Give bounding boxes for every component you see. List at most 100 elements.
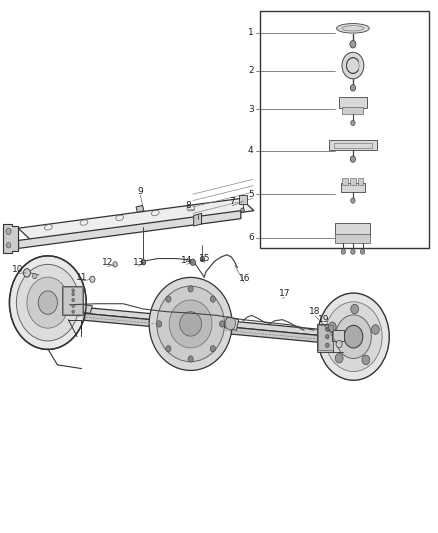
- Circle shape: [72, 298, 74, 302]
- Bar: [334, 143, 372, 148]
- Circle shape: [318, 293, 389, 380]
- Bar: [350, 178, 356, 184]
- Text: 7: 7: [229, 197, 235, 206]
- Text: 11: 11: [76, 273, 87, 281]
- Circle shape: [371, 325, 379, 334]
- Circle shape: [10, 256, 86, 350]
- Bar: [336, 223, 371, 235]
- Text: 12: 12: [102, 258, 113, 266]
- Text: 5: 5: [248, 190, 254, 199]
- Polygon shape: [317, 324, 333, 352]
- Bar: [341, 182, 365, 192]
- Polygon shape: [18, 211, 241, 248]
- Text: 14: 14: [180, 256, 192, 264]
- Text: 17: 17: [279, 288, 290, 297]
- Ellipse shape: [149, 277, 232, 370]
- Bar: [329, 140, 377, 150]
- Text: 3: 3: [248, 104, 254, 114]
- Circle shape: [188, 286, 193, 292]
- Circle shape: [225, 317, 236, 330]
- Circle shape: [166, 296, 171, 302]
- Bar: [239, 195, 247, 204]
- Circle shape: [325, 327, 329, 332]
- Circle shape: [200, 256, 205, 262]
- Circle shape: [336, 341, 342, 348]
- Bar: [332, 330, 344, 341]
- Circle shape: [351, 304, 359, 314]
- Bar: [62, 286, 83, 316]
- Circle shape: [325, 302, 382, 372]
- Circle shape: [350, 156, 356, 163]
- Circle shape: [344, 325, 363, 348]
- Circle shape: [210, 345, 215, 352]
- Text: 4: 4: [248, 146, 254, 155]
- Text: 19: 19: [318, 315, 329, 324]
- Circle shape: [90, 276, 95, 282]
- Polygon shape: [38, 309, 332, 344]
- Circle shape: [350, 85, 356, 91]
- Ellipse shape: [180, 312, 201, 336]
- Circle shape: [219, 321, 225, 327]
- Circle shape: [141, 260, 146, 265]
- Circle shape: [325, 335, 329, 339]
- Circle shape: [325, 343, 329, 348]
- Text: 2: 2: [248, 67, 254, 75]
- Bar: [339, 98, 367, 108]
- Circle shape: [72, 310, 74, 313]
- Circle shape: [156, 321, 162, 327]
- Polygon shape: [38, 304, 341, 337]
- Circle shape: [72, 293, 74, 296]
- Text: 1: 1: [248, 28, 254, 37]
- Circle shape: [328, 322, 336, 332]
- Polygon shape: [194, 213, 201, 226]
- Polygon shape: [18, 198, 254, 240]
- Circle shape: [32, 273, 37, 279]
- Text: 16: 16: [239, 273, 250, 282]
- Circle shape: [336, 315, 371, 359]
- Bar: [358, 178, 364, 184]
- Circle shape: [362, 355, 370, 365]
- Circle shape: [7, 243, 11, 248]
- Circle shape: [241, 208, 244, 212]
- Polygon shape: [68, 303, 92, 313]
- Bar: [336, 233, 371, 243]
- Circle shape: [188, 356, 193, 362]
- Circle shape: [166, 345, 171, 352]
- Bar: [318, 325, 332, 351]
- Ellipse shape: [169, 300, 212, 348]
- Circle shape: [342, 52, 364, 79]
- Bar: [343, 107, 364, 115]
- Circle shape: [23, 269, 30, 277]
- Circle shape: [27, 277, 69, 328]
- Bar: [261, 11, 428, 248]
- Text: 9: 9: [138, 187, 143, 196]
- Text: 13: 13: [132, 258, 144, 266]
- Polygon shape: [224, 317, 239, 330]
- Text: 6: 6: [248, 233, 254, 243]
- Bar: [343, 178, 348, 184]
- Circle shape: [351, 198, 355, 203]
- Circle shape: [16, 264, 79, 341]
- Circle shape: [38, 291, 57, 314]
- Polygon shape: [136, 205, 144, 212]
- Text: 10: 10: [12, 265, 24, 273]
- Circle shape: [351, 249, 355, 254]
- Circle shape: [350, 41, 356, 48]
- Circle shape: [341, 249, 346, 254]
- Circle shape: [335, 353, 343, 363]
- Circle shape: [6, 228, 11, 235]
- Circle shape: [360, 249, 365, 254]
- Ellipse shape: [157, 286, 224, 362]
- Circle shape: [210, 296, 215, 302]
- Circle shape: [351, 120, 355, 126]
- Ellipse shape: [336, 23, 369, 33]
- Text: 18: 18: [309, 307, 321, 316]
- Circle shape: [72, 304, 74, 308]
- Text: 8: 8: [186, 201, 191, 210]
- Text: 15: 15: [199, 254, 211, 263]
- Polygon shape: [3, 224, 18, 253]
- Circle shape: [72, 289, 74, 292]
- Circle shape: [113, 262, 117, 267]
- Polygon shape: [5, 228, 18, 248]
- Circle shape: [190, 259, 195, 265]
